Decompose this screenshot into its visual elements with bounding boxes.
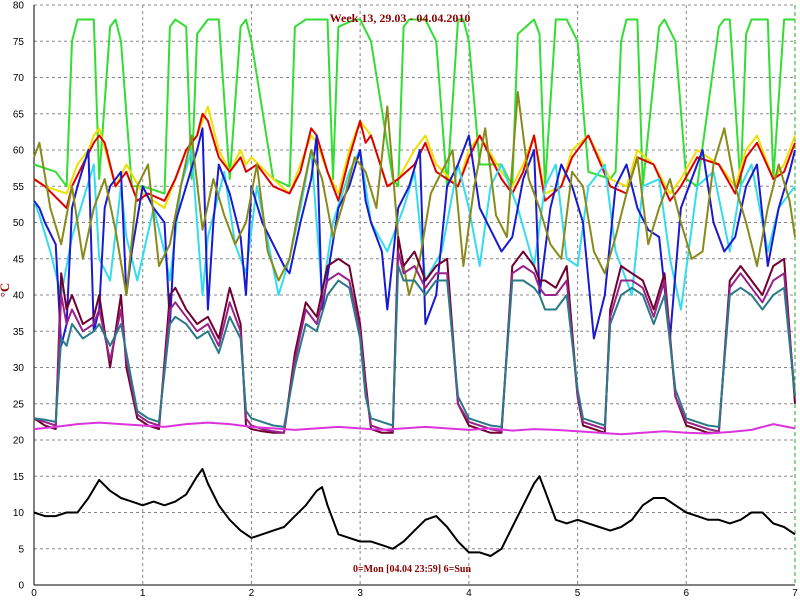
y-tick-label: 5 xyxy=(18,544,24,555)
x-tick-label: 1 xyxy=(140,588,146,599)
series-line-10 xyxy=(33,421,796,436)
grid xyxy=(34,4,795,585)
x-axis-label: 0=Mon [04.04 23:59] 6=Sun xyxy=(353,564,472,575)
y-tick-label: 35 xyxy=(13,327,25,338)
series-line-8 xyxy=(33,250,796,434)
y-tick-label: 15 xyxy=(13,472,25,483)
y-tick-label: 60 xyxy=(13,146,25,157)
x-tick-label: 5 xyxy=(575,588,581,599)
chart-title: Week 13, 29.03 - 04.04.2010 xyxy=(330,11,471,25)
y-tick-label: 45 xyxy=(13,254,25,265)
x-tick-label: 4 xyxy=(466,588,472,599)
y-tick-label: 50 xyxy=(13,218,25,229)
x-tick-label: 7 xyxy=(792,588,798,599)
y-tick-label: 70 xyxy=(13,73,25,84)
y-tick-label: 55 xyxy=(13,182,25,193)
y-tick-label: 20 xyxy=(13,436,25,447)
series-line-9 xyxy=(33,265,796,428)
y-axis-label: °C xyxy=(0,283,12,298)
y-tick-label: 0 xyxy=(18,581,24,592)
series-line-11 xyxy=(33,468,796,557)
y-tick-label: 30 xyxy=(13,363,25,374)
y-tick-label: 75 xyxy=(13,37,25,48)
series-layer xyxy=(33,18,796,557)
y-tick-label: 80 xyxy=(13,1,25,12)
y-tick-label: 65 xyxy=(13,109,25,120)
x-tick-label: 0 xyxy=(31,588,37,599)
axes xyxy=(33,5,796,586)
x-tick-label: 6 xyxy=(684,588,690,599)
series-line-3 xyxy=(33,112,796,209)
y-tick-label: 25 xyxy=(13,399,25,410)
y-tick-label: 40 xyxy=(13,291,25,302)
series-line-6 xyxy=(33,91,796,296)
x-tick-label: 2 xyxy=(249,588,255,599)
y-tick-label: 10 xyxy=(13,508,25,519)
series-line-1 xyxy=(33,18,795,195)
x-tick-label: 3 xyxy=(357,588,363,599)
